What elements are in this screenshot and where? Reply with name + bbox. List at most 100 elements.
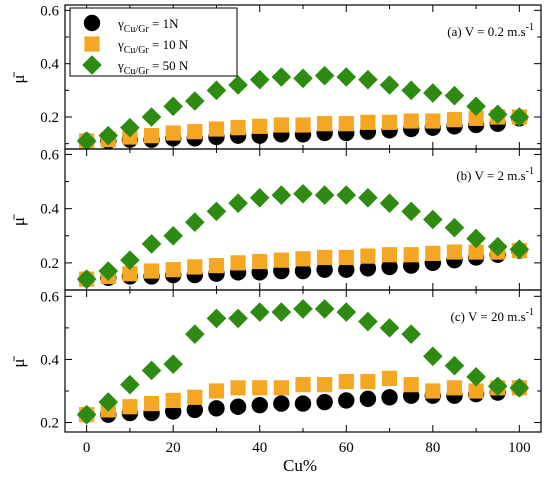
data-point — [271, 67, 292, 87]
y-tick-label: 0.4 — [40, 57, 59, 73]
data-point — [295, 251, 311, 267]
axis-titles: Cu% — [283, 456, 317, 475]
data-point — [294, 395, 312, 412]
data-point — [336, 67, 357, 87]
data-point — [487, 376, 508, 397]
data-point — [446, 244, 463, 260]
data-point — [381, 114, 398, 130]
y-tick-label: 0.4 — [40, 202, 59, 218]
y-tick-label: 0.6 — [40, 289, 59, 305]
data-point — [228, 308, 248, 329]
panel-annotation: (c) V = 20 m.s-1 — [451, 307, 534, 324]
data-point — [273, 117, 289, 133]
data-point — [141, 234, 162, 254]
data-point — [76, 269, 97, 289]
data-point — [165, 125, 181, 141]
data-point — [141, 107, 162, 127]
data-point — [338, 392, 355, 409]
data-point — [466, 96, 486, 117]
data-point — [338, 261, 355, 278]
y-tick-label: 0.2 — [40, 110, 59, 126]
data-point — [487, 236, 508, 257]
data-point — [122, 399, 138, 415]
data-point — [314, 299, 335, 319]
data-point — [338, 249, 354, 266]
data-point — [358, 311, 378, 332]
y-tick-label: 0.2 — [40, 256, 59, 272]
data-point — [444, 355, 465, 376]
data-point — [249, 188, 270, 208]
data-point — [187, 259, 203, 275]
data-point — [509, 378, 530, 398]
data-point — [252, 253, 268, 270]
data-point — [186, 401, 204, 419]
x-tick-label: 20 — [166, 440, 181, 456]
data-point — [466, 228, 486, 249]
data-point — [338, 373, 354, 390]
data-point — [317, 377, 333, 393]
data-point — [423, 346, 443, 367]
data-point — [360, 114, 376, 130]
data-point — [466, 366, 486, 387]
legend-marker — [82, 55, 102, 75]
data-point — [271, 302, 292, 322]
data-point — [229, 398, 247, 415]
data-point — [163, 354, 183, 374]
data-point — [185, 212, 205, 233]
data-point — [316, 261, 333, 278]
data-point — [252, 380, 268, 396]
data-point — [468, 383, 484, 399]
data-point — [120, 250, 140, 270]
legend-label: γCu/Gr = 10 N — [117, 37, 189, 56]
data-point — [401, 324, 421, 344]
data-point — [143, 396, 160, 412]
data-point — [358, 69, 378, 90]
data-point — [446, 112, 463, 128]
data-point — [444, 217, 465, 238]
data-point — [446, 380, 463, 396]
data-point — [425, 113, 441, 129]
panel-annotation: (b) V = 2 m.s-1 — [456, 166, 534, 183]
legend-marker — [83, 14, 101, 32]
y-tick-label: 0.4 — [40, 352, 59, 368]
y-axis-label: μ̄ — [9, 355, 28, 367]
x-tick-label: 60 — [339, 440, 354, 456]
y-tick-label: 0.6 — [40, 147, 59, 163]
series-square — [79, 370, 527, 423]
data-point — [379, 318, 400, 338]
data-point — [509, 107, 530, 127]
x-tick-label: 100 — [508, 440, 531, 456]
data-point — [336, 302, 357, 322]
data-point — [163, 96, 183, 117]
y-axis-label: μ̄ — [9, 71, 28, 83]
data-point — [251, 396, 268, 414]
data-point — [487, 104, 508, 125]
legend: γCu/Gr = 1N γCu/Gr = 10 N γCu/Gr = 50 N — [69, 7, 238, 77]
data-point — [185, 91, 205, 111]
x-axis-label: Cu% — [283, 456, 317, 475]
panel-2: 0.2 0.4 0.6 μ̄ (b) V = 2 m.s-1 — [9, 147, 542, 291]
data-point — [403, 247, 419, 263]
data-point — [360, 248, 376, 264]
data-point — [185, 324, 205, 344]
data-point — [509, 239, 530, 260]
data-point — [249, 302, 270, 322]
y-tick-label: 0.2 — [40, 416, 59, 432]
data-point — [165, 392, 181, 409]
data-point — [468, 110, 484, 126]
data-point — [293, 68, 313, 89]
legend-label: γCu/Gr = 50 N — [117, 58, 189, 77]
data-point — [360, 373, 376, 390]
data-point — [273, 252, 289, 268]
data-point — [358, 188, 378, 208]
data-point — [314, 65, 335, 86]
data-point — [206, 80, 227, 101]
panel-annotation: (a) V = 0.2 m.s-1 — [447, 22, 534, 39]
data-point — [379, 193, 400, 214]
data-point — [120, 374, 140, 395]
data-point — [98, 392, 119, 412]
data-point — [98, 261, 119, 281]
panel-1: 0.2 0.4 0.6 μ̄ (a) V = 0.2 m.s-1 — [9, 3, 542, 151]
data-point — [403, 113, 419, 129]
